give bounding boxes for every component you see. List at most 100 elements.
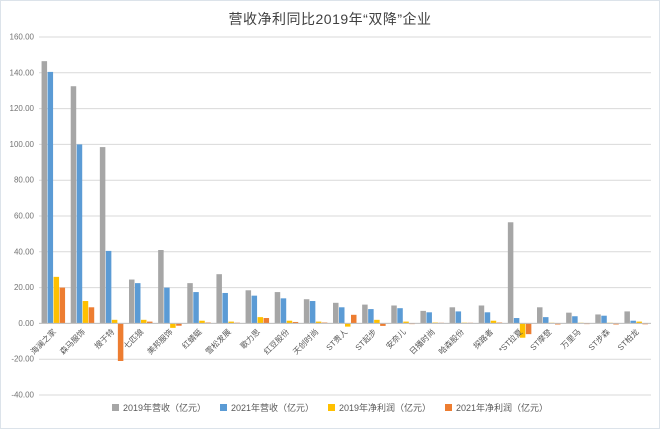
bar bbox=[222, 292, 228, 324]
bar bbox=[478, 305, 485, 324]
bar bbox=[368, 309, 374, 324]
bar bbox=[333, 302, 339, 324]
y-tick-label: -20.00 bbox=[11, 355, 34, 364]
bar bbox=[105, 250, 112, 324]
bar bbox=[141, 319, 147, 324]
bar bbox=[129, 279, 135, 324]
legend-label: 2019年营收（亿元） bbox=[122, 403, 206, 413]
bar bbox=[228, 321, 234, 324]
bar bbox=[624, 311, 630, 324]
bar bbox=[543, 317, 549, 324]
bar bbox=[525, 323, 532, 335]
legend-label: 2019年净利润（亿元） bbox=[339, 403, 432, 413]
bar bbox=[513, 318, 520, 324]
y-tick-label: 20.00 bbox=[14, 283, 35, 292]
legend-label: 2021年营收（亿元） bbox=[230, 403, 314, 413]
category-label: 搜于特 bbox=[92, 327, 116, 351]
legend-item: 2021年营收（亿元） bbox=[219, 401, 314, 414]
category-label: 日播时尚 bbox=[407, 327, 437, 357]
category-label: 七匹狼 bbox=[121, 327, 145, 351]
bar bbox=[303, 299, 310, 324]
legend-item: 2019年营收（亿元） bbox=[111, 401, 206, 414]
category-label: 美邦服饰 bbox=[145, 327, 175, 357]
bar bbox=[280, 298, 287, 324]
bar bbox=[403, 321, 409, 324]
bar bbox=[199, 320, 205, 324]
bar bbox=[636, 321, 642, 324]
bar bbox=[187, 283, 193, 324]
bar bbox=[257, 317, 264, 324]
bar bbox=[345, 323, 351, 327]
bar bbox=[47, 71, 54, 324]
bar bbox=[176, 323, 182, 326]
bar bbox=[484, 312, 491, 324]
bar bbox=[286, 320, 293, 324]
bar bbox=[158, 250, 164, 324]
bar bbox=[391, 305, 397, 324]
category-label: 哈森股份 bbox=[436, 327, 466, 357]
bar bbox=[397, 308, 403, 324]
category-label: ST柏龙 bbox=[615, 327, 641, 353]
y-tick-label: 60.00 bbox=[14, 212, 35, 221]
bar bbox=[292, 321, 299, 324]
bar bbox=[315, 321, 322, 324]
bar bbox=[111, 319, 118, 324]
bar bbox=[601, 315, 607, 324]
bar bbox=[274, 292, 281, 324]
category-label: ST步森 bbox=[586, 327, 612, 353]
category-label: 红豆股份 bbox=[261, 327, 291, 357]
category-label: ST起步 bbox=[354, 327, 379, 352]
category-label: 歌力思 bbox=[238, 327, 262, 351]
bar bbox=[41, 61, 48, 324]
bar bbox=[537, 307, 543, 324]
bar bbox=[117, 323, 124, 361]
bar bbox=[519, 323, 526, 338]
y-tick-label: 0.00 bbox=[18, 319, 34, 328]
bar bbox=[420, 310, 426, 324]
legend-swatch-icon bbox=[111, 404, 119, 411]
y-tick-label: 160.00 bbox=[10, 33, 35, 42]
bar bbox=[613, 323, 619, 325]
bar bbox=[70, 86, 77, 324]
bar bbox=[76, 144, 83, 324]
bar bbox=[380, 323, 386, 326]
bar bbox=[362, 304, 368, 324]
legend-swatch-icon bbox=[219, 404, 227, 411]
bar bbox=[245, 290, 252, 324]
bar bbox=[374, 319, 380, 324]
bar bbox=[490, 320, 497, 324]
bar bbox=[216, 274, 222, 324]
category-label: *ST拉夏 bbox=[496, 327, 524, 355]
bar bbox=[170, 323, 176, 328]
legend-label: 2021年净利润（亿元） bbox=[456, 403, 549, 413]
bar bbox=[351, 314, 357, 324]
y-tick-label: 80.00 bbox=[14, 176, 35, 185]
legend-item: 2019年净利润（亿元） bbox=[328, 401, 431, 414]
category-label: ST贵人 bbox=[324, 327, 350, 353]
legend-swatch-icon bbox=[328, 404, 335, 411]
bar bbox=[595, 314, 601, 324]
bar bbox=[426, 312, 432, 324]
category-label: 红蜻蜓 bbox=[180, 327, 204, 351]
category-label: 探路者 bbox=[471, 327, 495, 351]
category-label: 安奈儿 bbox=[384, 327, 408, 351]
bar bbox=[88, 307, 95, 324]
y-tick-label: 140.00 bbox=[10, 68, 35, 77]
bar bbox=[263, 318, 270, 324]
category-label: 天创时尚 bbox=[291, 327, 321, 357]
legend-swatch-icon bbox=[445, 404, 453, 411]
category-label: 万里马 bbox=[559, 327, 582, 350]
bar bbox=[164, 287, 170, 324]
bar bbox=[99, 147, 106, 324]
legend: 2019年营收（亿元） 2021年营收（亿元） 2019年净利润（亿元） 2021年净… bbox=[1, 401, 659, 414]
bar bbox=[566, 312, 572, 324]
bar bbox=[572, 316, 578, 324]
y-tick-label: -40.00 bbox=[11, 391, 34, 400]
bar bbox=[449, 307, 456, 324]
bar bbox=[555, 323, 561, 325]
legend-item: 2021年净利润（亿元） bbox=[445, 401, 548, 414]
bar bbox=[507, 222, 514, 324]
bar bbox=[59, 287, 66, 324]
bar bbox=[53, 276, 60, 324]
